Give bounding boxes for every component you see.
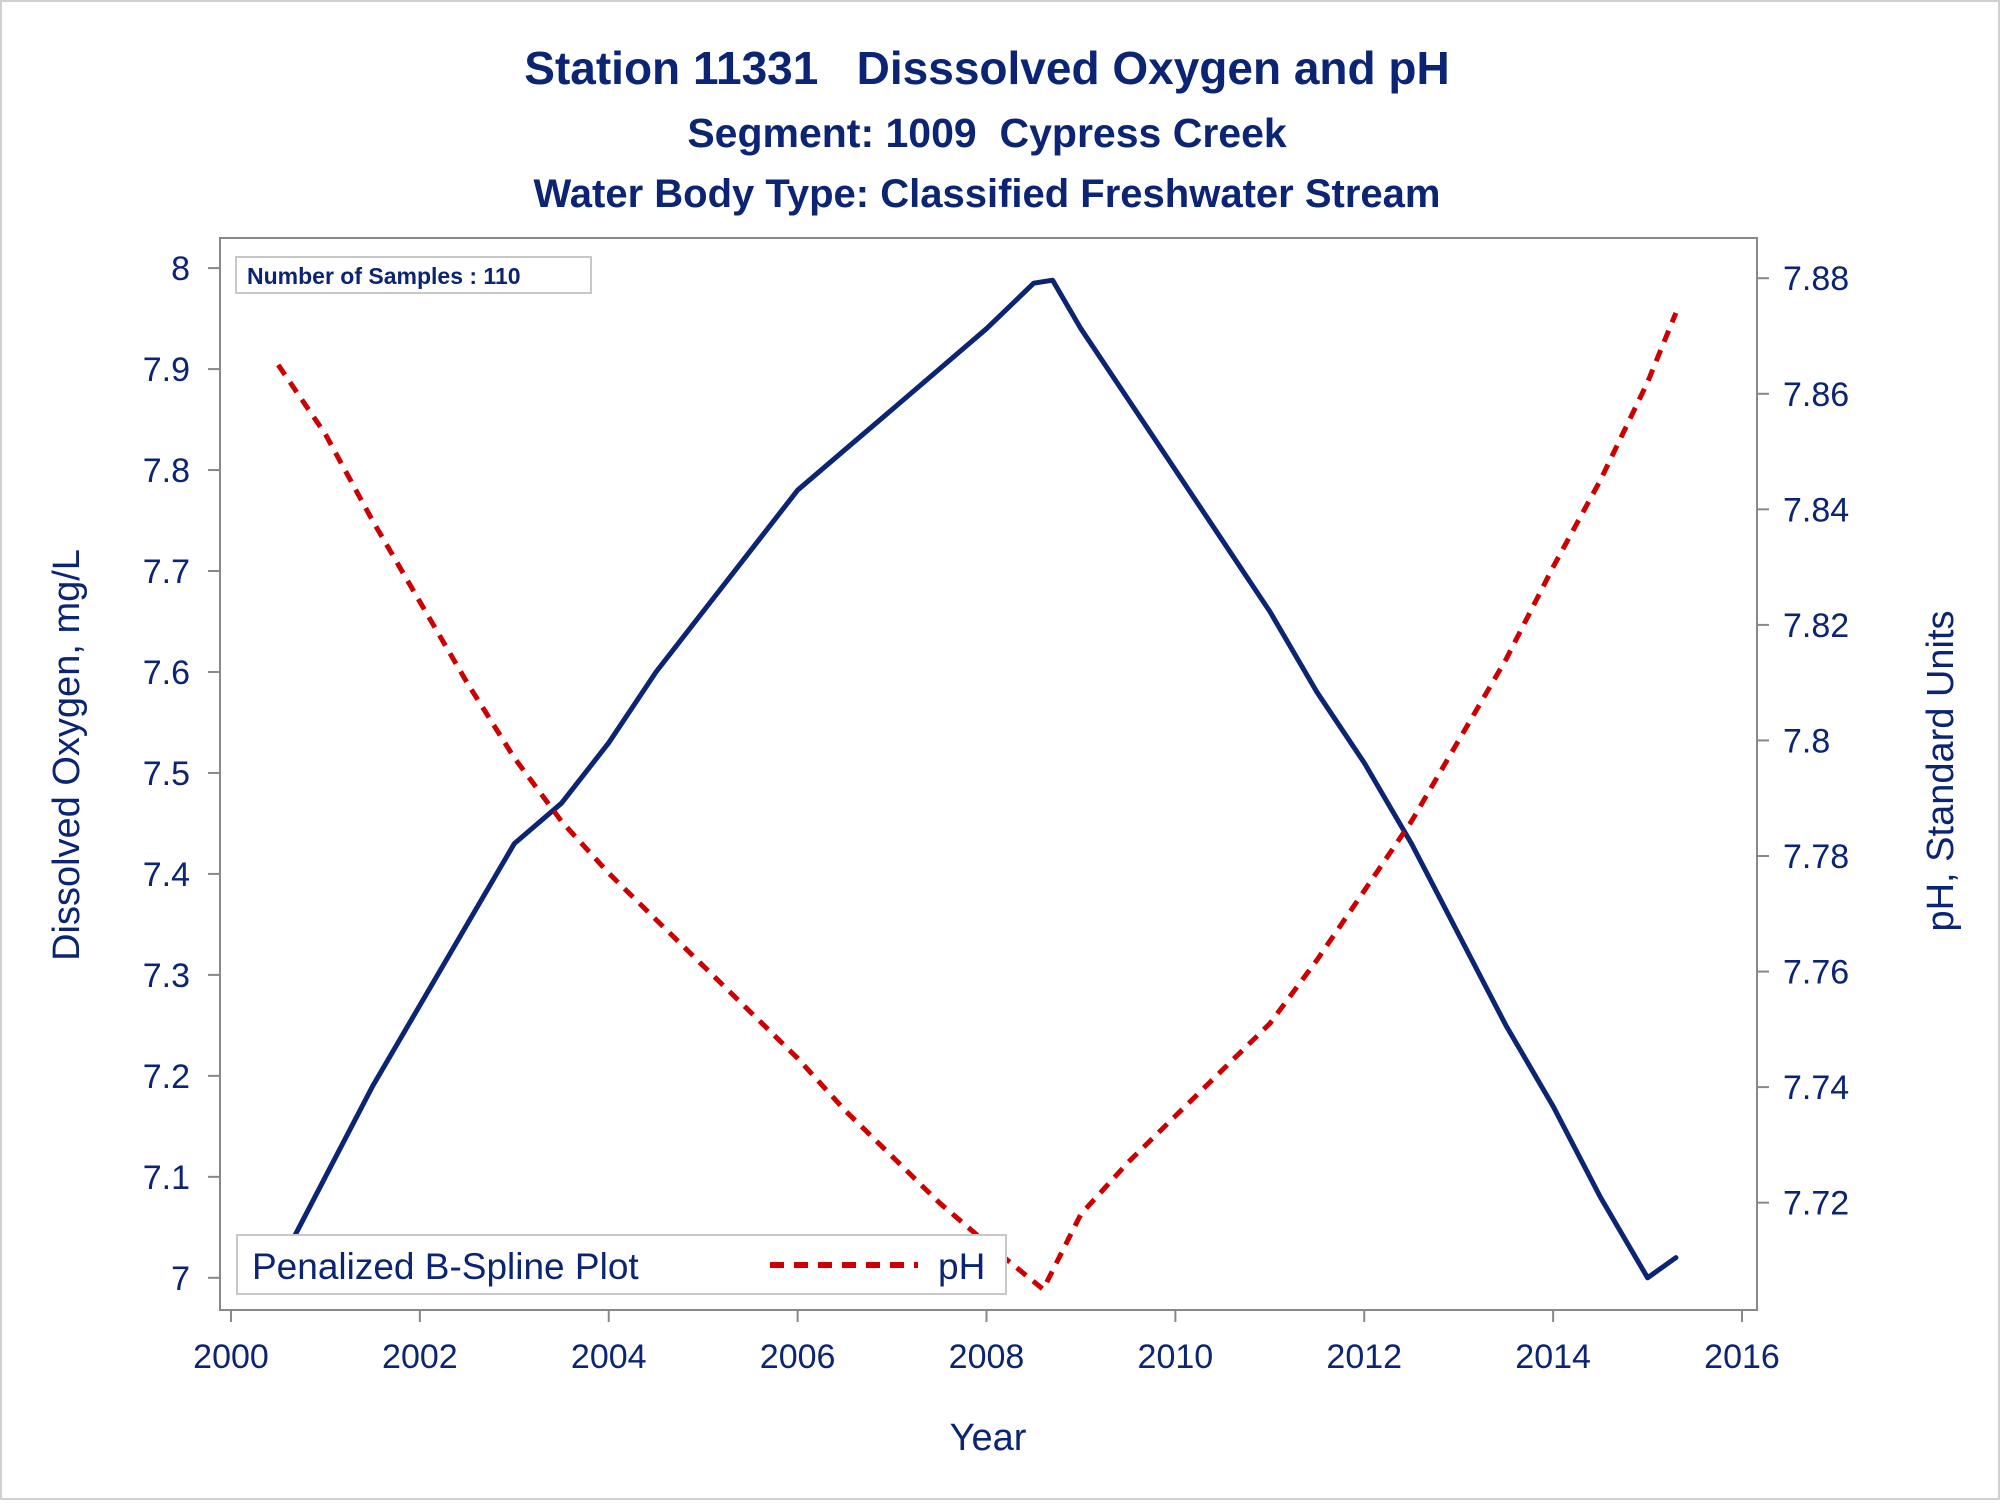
y-left-tick-label: 7.5 — [143, 755, 190, 793]
legend-title: Penalized B-Spline Plot — [252, 1246, 639, 1287]
y-axis-right: 7.72 7.74 7.76 7.78 7.8 7.82 7.84 7.86 7.88 — [1757, 260, 1849, 1223]
chart-subtitle: Segment: 1009 Cypress Creek — [687, 110, 1287, 156]
y-left-tick-label: 7.1 — [143, 1159, 190, 1197]
x-tick-label: 2012 — [1326, 1338, 1402, 1376]
chart-subtitle-2: Water Body Type: Classified Freshwater S… — [534, 172, 1441, 216]
x-tick-label: 2010 — [1138, 1338, 1214, 1376]
x-tick-label: 2002 — [382, 1338, 458, 1376]
y-left-tick-label: 7.6 — [143, 654, 190, 692]
sample-count-frame — [235, 256, 592, 294]
y-right-tick-label: 7.76 — [1783, 954, 1849, 992]
y-axis-left: 7 7.1 7.2 7.3 7.4 7.5 7.6 7.7 7.8 7.9 8 — [143, 250, 220, 1298]
y-right-tick-label: 7.86 — [1783, 376, 1849, 414]
y-left-tick-label: 7.8 — [143, 452, 190, 490]
legend-ph-label: pH — [938, 1246, 985, 1287]
x-tick-label: 2000 — [193, 1338, 269, 1376]
x-axis-label: Year — [950, 1417, 1027, 1459]
x-tick-label: 2006 — [760, 1338, 836, 1376]
dissolved-oxygen-series-line — [275, 277, 1679, 1281]
y-left-tick-label: 7 — [171, 1260, 190, 1298]
chart-title: Station 11331 Disssolved Oxygen and pH — [524, 42, 1449, 94]
plot-area — [219, 237, 1758, 1311]
y-left-tick-label: 7.7 — [143, 553, 190, 591]
x-axis: 2000 2002 2004 2006 2008 2010 2012 2014 2016 — [193, 1310, 1780, 1376]
sample-count-text: Number of Samples : 110 — [247, 263, 521, 289]
y-right-tick-label: 7.88 — [1783, 260, 1849, 298]
y-right-tick-label: 7.74 — [1783, 1069, 1849, 1107]
y-right-tick-label: 7.78 — [1783, 838, 1849, 876]
y-right-tick-label: 7.84 — [1783, 491, 1849, 529]
y-right-tick-label: 7.72 — [1783, 1185, 1849, 1223]
legend: Penalized B-Spline Plot pH — [236, 1234, 1007, 1295]
x-tick-label: 2016 — [1704, 1338, 1780, 1376]
y-left-tick-label: 8 — [171, 250, 190, 288]
x-tick-label: 2008 — [949, 1338, 1025, 1376]
y-left-tick-label: 7.2 — [143, 1058, 190, 1096]
y-axis-right-label: pH, Standard Units — [1920, 610, 1962, 931]
x-tick-label: 2004 — [571, 1338, 647, 1376]
y-right-tick-label: 7.8 — [1783, 722, 1830, 760]
y-right-tick-label: 7.82 — [1783, 607, 1849, 645]
y-left-tick-label: 7.9 — [143, 351, 190, 389]
sample-count-box: Number of Samples : 110 — [235, 256, 592, 294]
y-left-tick-label: 7.4 — [143, 856, 190, 894]
x-tick-label: 2014 — [1515, 1338, 1591, 1376]
y-left-tick-label: 7.3 — [143, 957, 190, 995]
y-axis-left-label: Dissolved Oxygen, mg/L — [46, 549, 88, 961]
